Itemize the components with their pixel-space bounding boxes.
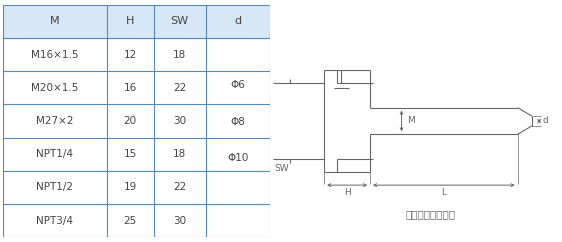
Text: 30: 30 — [173, 116, 186, 126]
Text: M: M — [50, 16, 60, 26]
Text: NPT1/4: NPT1/4 — [37, 149, 74, 159]
Text: 25: 25 — [124, 216, 137, 226]
Text: 30: 30 — [173, 216, 186, 226]
Text: NPT1/2: NPT1/2 — [37, 182, 74, 192]
Text: 18: 18 — [173, 50, 186, 60]
Text: NPT3/4: NPT3/4 — [37, 216, 74, 226]
Text: SW: SW — [274, 164, 289, 173]
Text: 22: 22 — [173, 182, 186, 192]
Text: M27×2: M27×2 — [36, 116, 74, 126]
Text: 20: 20 — [124, 116, 137, 126]
Text: 19: 19 — [124, 182, 137, 192]
Text: 22: 22 — [173, 83, 186, 93]
Text: d: d — [234, 16, 241, 26]
Text: SW: SW — [171, 16, 189, 26]
Text: M20×1.5: M20×1.5 — [31, 83, 79, 93]
Bar — [3, 5, 270, 38]
Text: M16×1.5: M16×1.5 — [31, 50, 79, 60]
Text: Φ10: Φ10 — [227, 153, 248, 163]
Text: 可动外螺纹管接头: 可动外螺纹管接头 — [405, 209, 455, 219]
Text: H: H — [126, 16, 134, 26]
Text: Φ6: Φ6 — [230, 81, 245, 91]
Text: H: H — [344, 188, 351, 197]
Text: Φ8: Φ8 — [230, 117, 245, 127]
Text: 12: 12 — [124, 50, 137, 60]
Text: L: L — [441, 188, 446, 197]
Text: d: d — [542, 116, 549, 126]
Text: M: M — [407, 116, 414, 126]
Text: 18: 18 — [173, 149, 186, 159]
Text: 15: 15 — [124, 149, 137, 159]
Text: 16: 16 — [124, 83, 137, 93]
